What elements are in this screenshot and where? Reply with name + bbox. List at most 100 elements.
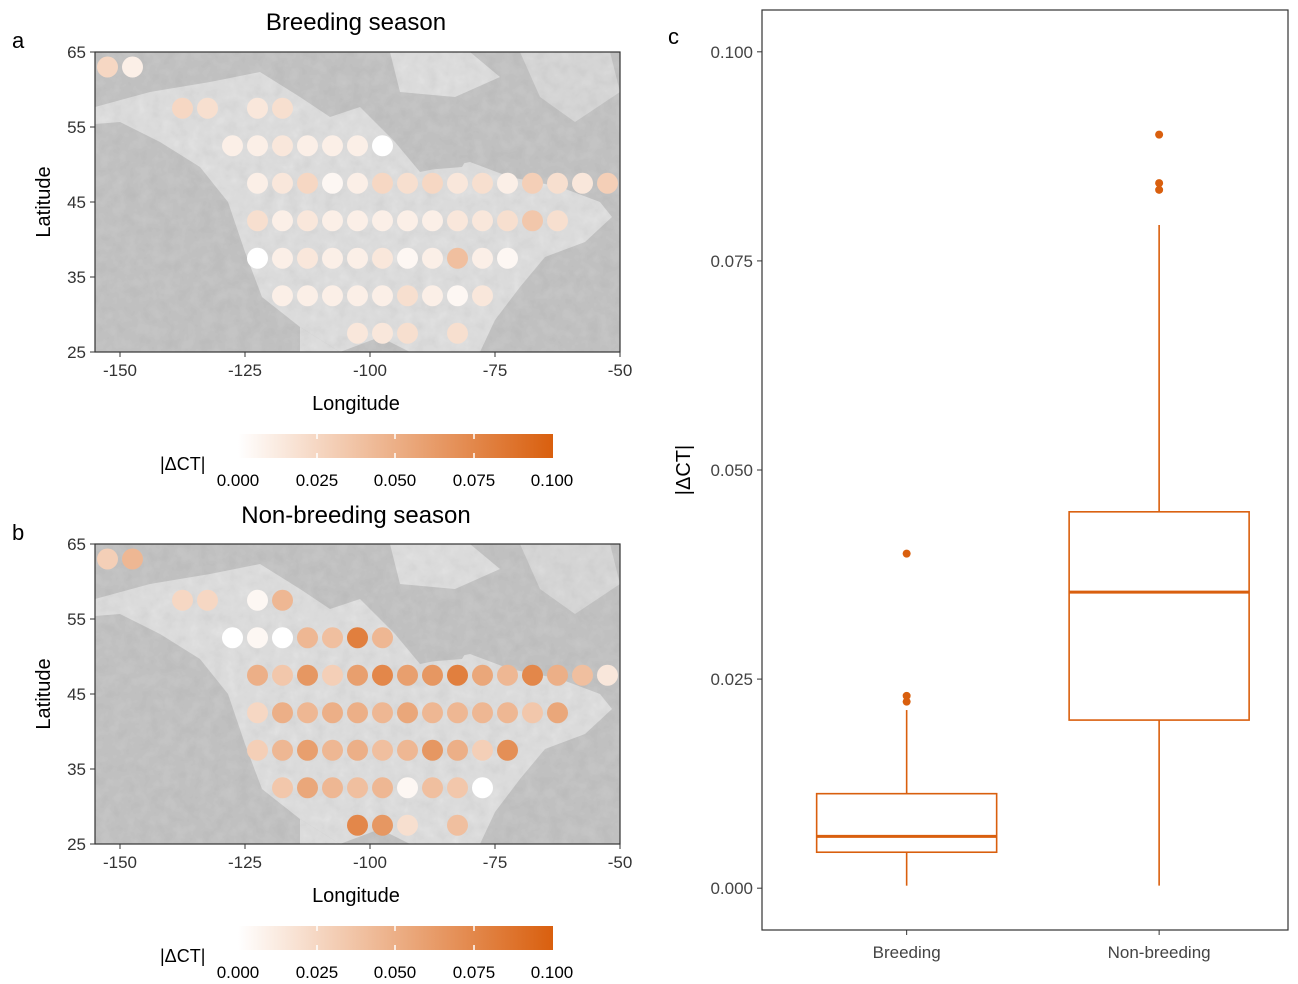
map-point xyxy=(122,56,143,78)
points-a xyxy=(97,56,618,344)
ylabel-b: Latitude xyxy=(33,658,55,729)
y-tick-label: 55 xyxy=(67,118,86,137)
map-point xyxy=(547,172,568,194)
map-point xyxy=(322,739,343,761)
map-point xyxy=(297,777,318,799)
iqr-box xyxy=(815,792,998,854)
map-point xyxy=(422,739,443,761)
map-point xyxy=(397,777,418,799)
outlier-point xyxy=(1155,179,1164,188)
map-point xyxy=(347,135,368,157)
map-point xyxy=(397,739,418,761)
map-point xyxy=(372,702,393,724)
land-a xyxy=(95,52,620,352)
map-point xyxy=(247,702,268,724)
panel-c: c 0.000 0.025 0.050 0.075 0.100 Breeding Non-b… xyxy=(668,9,1289,962)
y-tick-label: 25 xyxy=(67,343,86,362)
legend-ticks-a: 0.000 0.025 0.050 0.075 0.100 xyxy=(217,471,574,490)
iqr-box xyxy=(1068,511,1250,721)
map-point xyxy=(247,172,268,194)
map-point xyxy=(172,589,193,611)
map-point xyxy=(572,664,593,686)
map-point xyxy=(597,172,618,194)
panel-letter-c: c xyxy=(668,24,679,49)
y-tick-label: 0.000 xyxy=(710,879,753,898)
map-point xyxy=(272,135,293,157)
panel-b: b Non-breeding season -150 -125 -100 -75 -50… xyxy=(12,502,632,982)
map-point xyxy=(272,702,293,724)
map-point xyxy=(122,548,143,570)
map-point xyxy=(547,210,568,232)
x-tick-label: -100 xyxy=(353,853,387,872)
axes-a: -150 -125 -100 -75 -50 25 35 45 55 65 xyxy=(67,43,632,380)
outlier-point xyxy=(902,549,911,558)
ylabel-c: |ΔCT| xyxy=(673,445,695,495)
map-point xyxy=(447,285,468,307)
map-point xyxy=(222,627,243,649)
map-point xyxy=(297,172,318,194)
map-point xyxy=(447,777,468,799)
x-tick-label: -100 xyxy=(353,361,387,380)
map-point xyxy=(322,285,343,307)
map-point xyxy=(472,247,493,269)
panel-a: a Breeding season -150 -125 -100 -75 -50 25 35… xyxy=(12,9,632,490)
map-point xyxy=(472,172,493,194)
frame-c xyxy=(761,9,1289,931)
map-point xyxy=(397,210,418,232)
map-point xyxy=(397,285,418,307)
map-point xyxy=(447,814,468,836)
map-point xyxy=(322,702,343,724)
map-point xyxy=(97,56,118,78)
map-point xyxy=(247,627,268,649)
terrain-texture xyxy=(95,52,620,352)
map-point xyxy=(347,739,368,761)
map-point xyxy=(347,627,368,649)
map-point xyxy=(447,247,468,269)
ylabel-a: Latitude xyxy=(33,166,55,237)
map-point xyxy=(347,247,368,269)
map-point xyxy=(597,664,618,686)
map-point xyxy=(347,322,368,344)
map-point xyxy=(97,548,118,570)
map-point xyxy=(347,664,368,686)
y-tick-label: 65 xyxy=(67,535,86,554)
map-point xyxy=(247,589,268,611)
map-point xyxy=(397,664,418,686)
legend-tick-a-4: 0.100 xyxy=(531,471,574,490)
map-point xyxy=(547,702,568,724)
map-point xyxy=(272,777,293,799)
outlier-point xyxy=(1155,185,1164,194)
map-point xyxy=(297,285,318,307)
map-point xyxy=(422,664,443,686)
y-tick-label: 45 xyxy=(67,685,86,704)
map-point xyxy=(422,210,443,232)
map-b xyxy=(95,544,620,844)
map-a xyxy=(95,52,620,352)
x-tick-label: -125 xyxy=(228,853,262,872)
legend-tick-a-0: 0.000 xyxy=(217,471,260,490)
legend-tick-b-1: 0.025 xyxy=(296,963,339,982)
map-point xyxy=(422,777,443,799)
outlier-point xyxy=(902,697,911,706)
map-point xyxy=(522,664,543,686)
map-point xyxy=(322,135,343,157)
y-tick-label: 0.050 xyxy=(710,461,753,480)
map-point xyxy=(497,172,518,194)
map-point xyxy=(272,664,293,686)
legend-a: |ΔCT| 0.000 0.025 0.050 0.075 0.100 xyxy=(160,434,573,490)
box-non-breeding xyxy=(1068,130,1250,886)
box-breeding xyxy=(815,549,998,886)
x-tick-label: -125 xyxy=(228,361,262,380)
map-point xyxy=(247,135,268,157)
map-point xyxy=(447,172,468,194)
map-point xyxy=(372,285,393,307)
map-point xyxy=(372,322,393,344)
map-point xyxy=(347,777,368,799)
map-point xyxy=(372,664,393,686)
y-tick-label: 65 xyxy=(67,43,86,62)
map-point xyxy=(472,777,493,799)
legend-tick-a-1: 0.025 xyxy=(296,471,339,490)
x-tick-label: -150 xyxy=(103,853,137,872)
legend-tick-b-2: 0.050 xyxy=(374,963,417,982)
